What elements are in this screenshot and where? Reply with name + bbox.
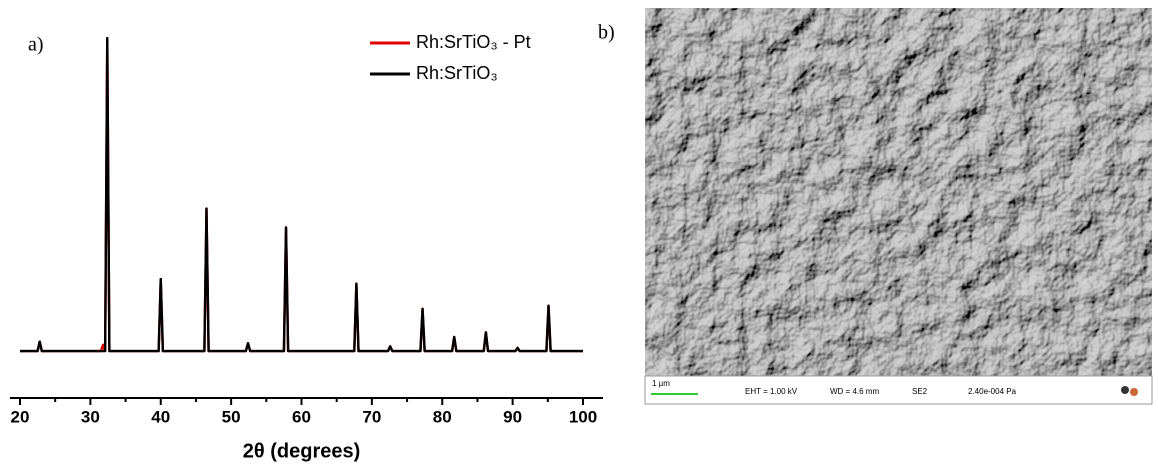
x-tick-label: 80 (433, 407, 452, 426)
x-tick-label: 90 (503, 407, 522, 426)
panel-label: b) (598, 22, 615, 44)
sem-image: 1 µm EHT = 1.00 kV WD = 4.6 mm SE2 2.40e… (644, 8, 1153, 405)
x-tick-label: 50 (222, 407, 241, 426)
info-bar (644, 375, 1153, 405)
x-axis-title: 2θ (degrees) (243, 440, 361, 462)
info-text: SE2 (912, 387, 928, 396)
info-text: 2.40e-004 Pa (968, 387, 1017, 396)
sem-texture (645, 8, 1152, 376)
legend-label: Rh:SrTiO₃ (416, 63, 498, 83)
x-tick-label: 30 (81, 407, 100, 426)
x-tick-label: 100 (569, 407, 597, 426)
panel-label: a) (28, 34, 44, 56)
x-tick-label: 20 (11, 407, 30, 426)
x-tick-label: 60 (292, 407, 311, 426)
logo (1130, 388, 1138, 396)
info-text: EHT = 1.00 kV (745, 387, 798, 396)
x-tick-label: 40 (151, 407, 170, 426)
x-tick-label: 70 (362, 407, 381, 426)
logo (1121, 386, 1129, 394)
scale-label: 1 µm (652, 379, 670, 388)
series-line (20, 36, 583, 353)
info-text: WD = 4.6 mm (830, 387, 879, 396)
legend-label: Rh:SrTiO₃ - Pt (416, 32, 531, 52)
